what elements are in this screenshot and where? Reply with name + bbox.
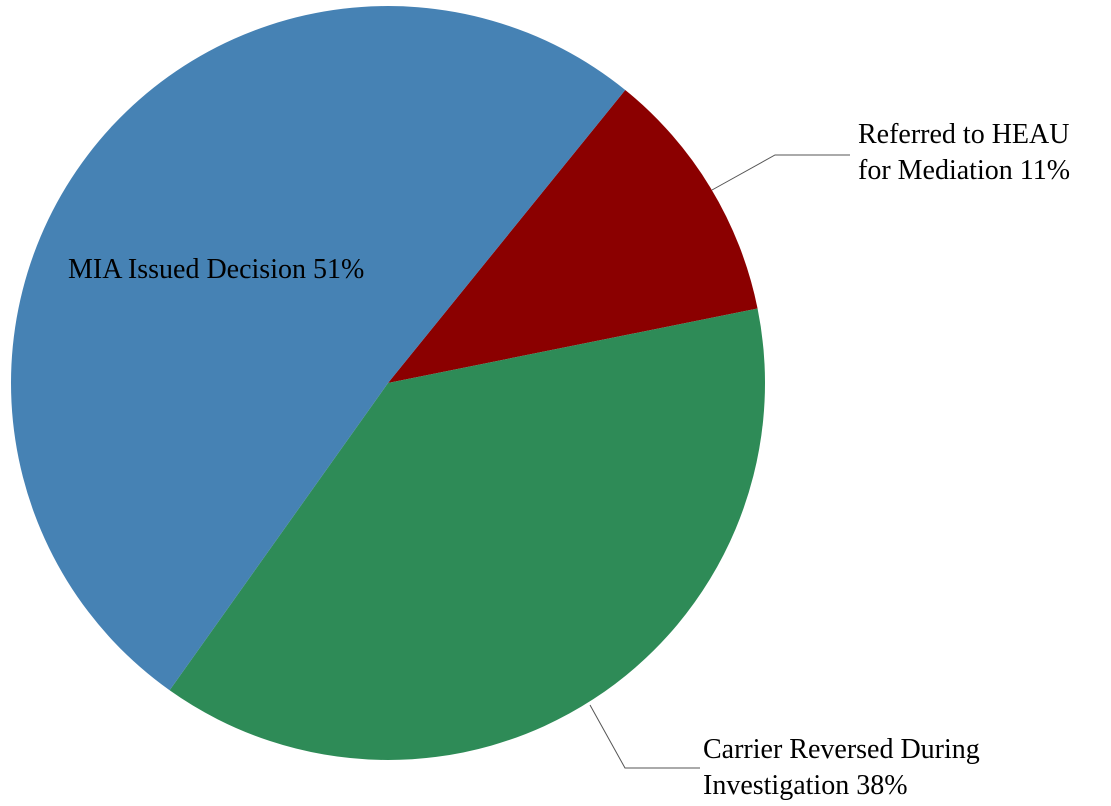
category-label: Referred to HEAU for Mediation <box>858 119 1070 186</box>
value-label: 38% <box>856 770 908 801</box>
slice-label: MIA Issued Decision 51% <box>68 252 364 288</box>
leader-line <box>711 154 850 191</box>
pie-slice <box>10 5 626 691</box>
value-label: 51% <box>312 254 365 285</box>
slice-label: Carrier Reversed During Investigation 38… <box>703 732 1043 804</box>
leader-line <box>589 704 700 769</box>
category-label: MIA Issued Decision <box>68 254 306 285</box>
pie-slice <box>169 308 766 760</box>
category-label: Carrier Reversed During Investigation <box>703 734 980 801</box>
slice-label: Referred to HEAU for Mediation 11% <box>858 117 1108 189</box>
value-label: 11% <box>1019 155 1071 186</box>
pie-slice <box>388 90 758 383</box>
